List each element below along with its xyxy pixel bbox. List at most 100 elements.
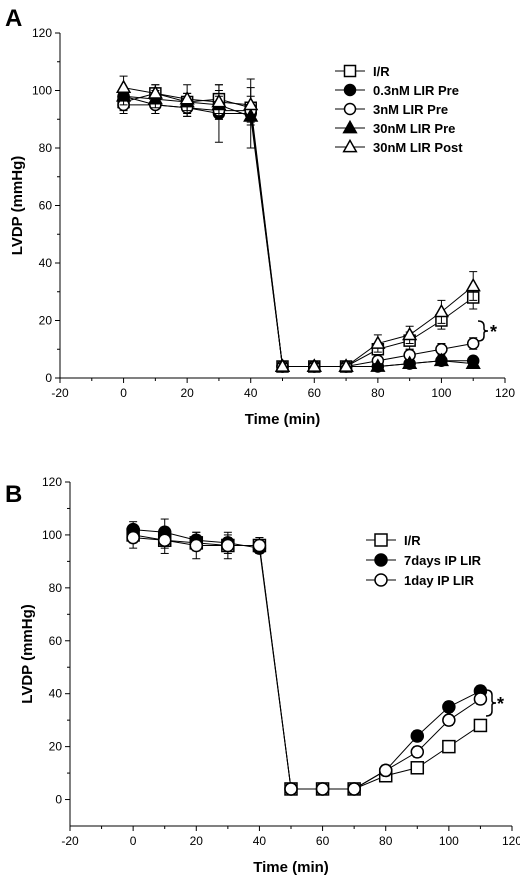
panel-a-series-2-line xyxy=(123,95,474,367)
panel-b-series-3-point xyxy=(410,745,425,759)
panel-a-series-5-point xyxy=(370,335,386,349)
panel-a-legend: I/R 0.3nM LIR Pre 3nM LIR Pre 30nM LIR Pre 3… xyxy=(335,64,463,155)
panel-a-xlabel: Time (min) xyxy=(245,411,321,428)
panel-a-series-5-point xyxy=(402,326,418,341)
panel-a-series-5-point xyxy=(147,85,163,99)
panel-b-xtick-label: 0 xyxy=(130,834,137,848)
panel-b-series-3-point xyxy=(347,782,361,796)
panel-b-series-3-point xyxy=(473,692,488,706)
panel-b-xtick-label: -20 xyxy=(61,834,79,848)
panel-a-series-5-point xyxy=(179,90,195,105)
panel-a-legend-label: 3nM LIR Pre xyxy=(373,102,448,117)
panel-a-legend-marker xyxy=(343,64,357,78)
panel-a-series-5-point xyxy=(243,96,259,111)
panel-a-xtick-label: 20 xyxy=(180,386,194,400)
panel-b-xtick-label: 80 xyxy=(379,834,393,848)
panel-b-ytick-label: 0 xyxy=(55,793,62,807)
panel-a-legend-marker xyxy=(343,102,357,116)
panel-b-series-2-point xyxy=(410,729,425,743)
panel-a-legend-label: 30nM LIR Post xyxy=(373,140,463,155)
panel-a-series-4-point xyxy=(433,352,450,367)
panel-b-series-3-point xyxy=(442,713,456,727)
panel-a-xtick-label: 60 xyxy=(308,386,322,400)
panel-a-significance-brace xyxy=(477,320,489,342)
panel-a-series-4-point xyxy=(465,355,481,370)
panel-a-legend-marker xyxy=(342,138,358,153)
panel-b-ytick-label: 80 xyxy=(49,581,63,595)
panel-b-series-2-line xyxy=(133,529,481,790)
panel-a-series-5-point xyxy=(211,93,227,108)
panel-b-legend-label: I/R xyxy=(404,533,421,548)
panel-a-series-5-point xyxy=(115,79,132,94)
panel-b-series-3-point xyxy=(157,533,172,547)
panel-b-ytick-label: 60 xyxy=(49,634,63,648)
panel-a-series-5-line xyxy=(123,87,474,367)
panel-b-series-3-point xyxy=(252,538,267,553)
panel-a-ytick-label: 40 xyxy=(39,256,53,270)
panel-b-legend-label: 7days IP LIR xyxy=(404,553,482,568)
panel-b-series-3-point xyxy=(221,538,235,553)
panel-a-xtick-label: 0 xyxy=(120,386,127,400)
panel-b-ytick-label: 100 xyxy=(42,528,62,542)
panel-b-legend-marker xyxy=(374,553,388,567)
panel-a-series-3-point xyxy=(466,337,480,350)
panel-b-xlabel: Time (min) xyxy=(253,859,329,876)
panel-b-ytick-label: 20 xyxy=(49,740,63,754)
panel-a-xtick-label: 120 xyxy=(495,386,515,400)
panel-a-series-4-line xyxy=(123,95,474,367)
panel-a-xtick-label: 100 xyxy=(431,386,451,400)
panel-a-legend-label: 30nM LIR Pre xyxy=(373,121,455,136)
panel-a-legend-marker xyxy=(343,83,357,97)
panel-a-label: A xyxy=(5,5,22,32)
panel-a-series-5-point xyxy=(338,358,354,372)
panel-a-ytick-label: 20 xyxy=(39,314,53,328)
panel-b-significance-brace xyxy=(485,689,497,717)
panel-a-legend-label: 0.3nM LIR Pre xyxy=(373,83,459,98)
panel-b-series-3-point xyxy=(126,530,140,545)
panel-a-ytick-label: 80 xyxy=(39,141,53,155)
panel-b-series-3-point xyxy=(189,538,204,553)
panel-a-series-4-point xyxy=(370,358,386,372)
panel-b-xtick-label: 20 xyxy=(190,834,204,848)
panel-b-series-2-point xyxy=(442,700,456,714)
panel-a-ytick-label: 60 xyxy=(39,199,53,213)
panel-b-legend-label: 1day IP LIR xyxy=(404,573,474,588)
panel-b-label: B xyxy=(5,481,22,508)
panel-b-legend-marker xyxy=(374,573,388,587)
panel-a-xtick-label: -20 xyxy=(51,386,69,400)
panel-b-series-3-point xyxy=(378,763,393,778)
panel-b-series-3 xyxy=(126,526,488,796)
panel-b-series-1-point xyxy=(473,718,488,733)
panel-a-ytick-label: 100 xyxy=(32,84,52,98)
panel-a-series-5-point xyxy=(306,358,322,372)
panel-b-series-1-point xyxy=(410,761,425,775)
panel-a-legend-marker xyxy=(342,119,358,134)
panel-a-significance-marker: * xyxy=(490,322,497,342)
panel-b-series-1-point xyxy=(442,739,456,754)
panel-a-series-5-point xyxy=(274,358,291,372)
panel-b-legend-marker xyxy=(374,533,388,547)
panel-b-xtick-label: 100 xyxy=(439,834,459,848)
panel-b-ytick-label: 120 xyxy=(42,475,62,489)
panel-b-xtick-label: 120 xyxy=(502,834,520,848)
panel-b-series-3-point xyxy=(284,782,298,796)
panel-b-ylabel: LVDP (mmHg) xyxy=(19,604,36,703)
panel-a-ytick-label: 0 xyxy=(45,371,52,385)
panel-b-xtick-label: 60 xyxy=(316,834,330,848)
panel-a-series-5-point xyxy=(433,303,450,318)
panel-b-series-3-point xyxy=(315,782,330,796)
panel-a-xtick-label: 80 xyxy=(371,386,385,400)
panel-a-ylabel: LVDP (mmHg) xyxy=(9,156,26,255)
panel-a-series-5-point xyxy=(465,277,481,292)
panel-b-ytick-label: 40 xyxy=(49,687,63,701)
panel-a-xtick-label: 40 xyxy=(244,386,258,400)
panel-a-legend-label: I/R xyxy=(373,64,390,79)
panel-b-xtick-label: 40 xyxy=(253,834,267,848)
panel-a-ytick-label: 120 xyxy=(32,26,52,40)
panel-b-legend: I/R 7days IP LIR 1day IP LIR xyxy=(366,533,482,588)
panel-a-series-5 xyxy=(115,75,481,372)
panel-b: B 0 20 40 60 80 100 120 -20 0 20 40 60 80 100 120 Time (… xyxy=(5,475,520,876)
panel-b-significance-marker: * xyxy=(497,694,504,714)
